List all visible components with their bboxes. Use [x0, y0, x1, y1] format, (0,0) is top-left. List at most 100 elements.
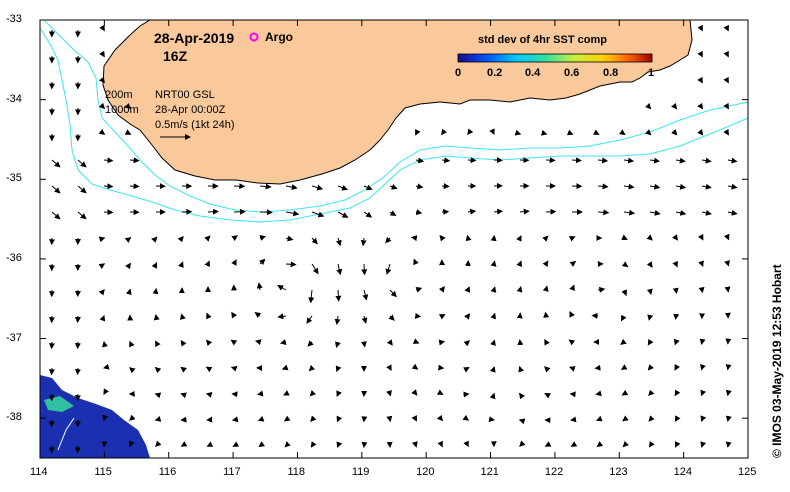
current-arrow — [259, 183, 272, 190]
current-arrow — [569, 260, 577, 267]
argo-label: Argo — [265, 30, 293, 44]
current-arrow — [285, 235, 294, 242]
current-arrow — [412, 338, 420, 344]
current-arrow — [727, 183, 738, 190]
x-tick-label: 121 — [480, 466, 499, 478]
current-arrow — [309, 390, 316, 397]
y-tick-label: -33 — [6, 13, 22, 25]
current-arrow — [490, 260, 497, 267]
current-arrow — [672, 287, 679, 295]
current-arrow — [569, 311, 575, 318]
current-arrow — [542, 285, 549, 292]
current-arrow — [257, 415, 265, 422]
current-arrow — [647, 364, 654, 371]
current-arrow — [620, 314, 627, 322]
current-arrow — [700, 389, 707, 397]
current-arrow — [361, 315, 368, 324]
current-arrow — [283, 415, 291, 422]
current-arrow — [206, 312, 212, 320]
current-arrow — [596, 441, 604, 448]
current-arrow — [672, 260, 678, 268]
current-arrow — [623, 209, 636, 216]
current-arrow — [620, 338, 627, 345]
current-arrow — [645, 129, 652, 136]
current-arrow — [231, 311, 238, 319]
product-label: NRT00 GSL — [155, 89, 215, 101]
current-arrow — [438, 314, 446, 320]
current-arrow — [151, 236, 158, 243]
current-arrow — [178, 261, 184, 268]
current-arrow — [727, 209, 738, 216]
current-arrow — [336, 415, 343, 423]
current-arrow — [103, 157, 114, 164]
current-arrow — [648, 389, 655, 397]
current-arrow — [672, 234, 678, 241]
y-tick-label: -35 — [6, 172, 22, 185]
argo-marker — [249, 32, 259, 42]
current-arrow — [311, 184, 324, 191]
current-arrow — [308, 364, 316, 372]
current-arrow — [411, 363, 419, 370]
current-arrow — [646, 261, 653, 268]
current-arrow — [280, 339, 287, 345]
current-arrow — [389, 210, 397, 216]
current-arrow — [207, 208, 219, 215]
current-arrow — [621, 261, 629, 268]
current-arrow — [307, 340, 314, 347]
current-arrow — [51, 159, 61, 168]
colorbar-title: std dev of 4hr SST comp — [478, 34, 607, 46]
current-arrow — [103, 183, 114, 190]
current-arrow — [415, 209, 423, 216]
x-tick-label: 116 — [158, 466, 177, 478]
current-arrow — [259, 258, 266, 265]
current-arrow — [544, 366, 551, 373]
x-tick-label: 115 — [94, 466, 112, 478]
current-arrow — [724, 259, 730, 267]
current-arrow — [177, 235, 184, 243]
current-arrow — [701, 209, 712, 216]
colorbar-tick: 0.2 — [487, 67, 503, 79]
current-arrow — [259, 235, 267, 241]
colorbar-tick: 0.4 — [525, 67, 541, 79]
current-arrow — [701, 183, 712, 190]
map-frame — [39, 19, 749, 459]
current-arrow — [621, 234, 628, 240]
current-arrow — [335, 237, 342, 247]
current-arrow — [51, 185, 61, 194]
current-arrow — [622, 415, 629, 422]
current-arrow — [258, 441, 266, 448]
current-arrow — [490, 312, 497, 320]
x-tick-label: 119 — [351, 466, 370, 478]
current-arrow — [336, 263, 343, 276]
current-arrow — [311, 237, 318, 245]
current-arrow — [623, 157, 635, 164]
y-tick-label: -34 — [6, 92, 22, 105]
current-arrow — [649, 183, 661, 190]
current-arrow — [671, 129, 678, 136]
current-arrow — [727, 157, 738, 164]
current-arrow — [673, 338, 680, 346]
current-arrow — [362, 289, 369, 301]
current-arrow — [700, 363, 706, 371]
y-tick-label: -37 — [6, 331, 22, 344]
current-arrow — [464, 286, 471, 293]
colorbar-tick: 0.8 — [603, 67, 619, 79]
current-arrow — [568, 366, 576, 372]
current-arrow — [646, 288, 653, 296]
current-arrow — [597, 157, 609, 164]
current-arrow — [389, 289, 397, 298]
current-arrow — [701, 157, 712, 164]
current-arrow — [413, 258, 419, 266]
current-arrow — [411, 389, 418, 396]
isobath-1000-label: 1000m — [105, 104, 139, 116]
current-arrow — [464, 313, 471, 320]
current-arrow — [360, 341, 367, 348]
current-arrow — [675, 209, 687, 216]
hour-label: 16Z — [163, 48, 188, 64]
current-arrow — [649, 209, 661, 216]
current-arrow — [646, 234, 653, 241]
current-arrow — [623, 183, 635, 190]
current-arrow — [277, 313, 287, 320]
scale-label: 0.5m/s (1kt 24h) — [155, 119, 235, 131]
x-tick-label: 125 — [738, 466, 757, 478]
